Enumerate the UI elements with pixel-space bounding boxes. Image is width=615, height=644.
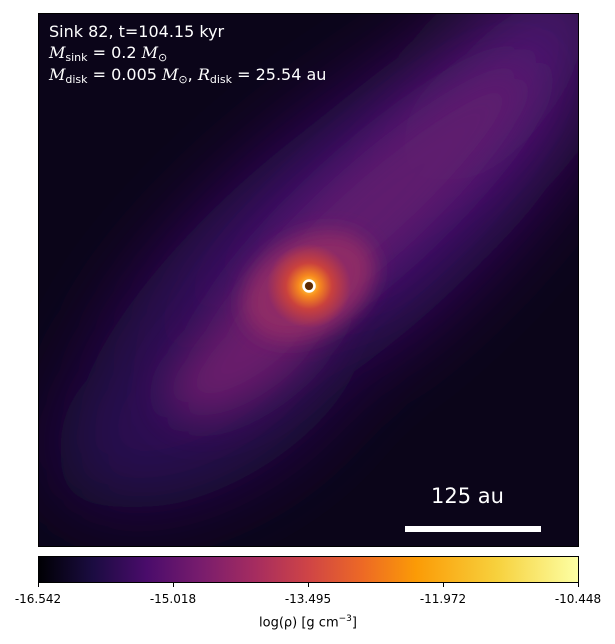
- scale-bar-label: 125 au: [431, 484, 504, 508]
- sink-mass-line: Msink = 0.2 M⊙: [49, 43, 168, 64]
- colorbar-tick-label: -10.448: [554, 592, 602, 606]
- title-line: Sink 82, t=104.15 kyr: [49, 22, 225, 41]
- colorbar-tick: [308, 583, 309, 587]
- colorbar-tick: [173, 583, 174, 587]
- disk-line: Mdisk = 0.005 M⊙, Rdisk = 25.54 au: [49, 65, 327, 86]
- colorbar-label: log(ρ) [g cm−3]: [259, 614, 357, 631]
- colorbar-tick-label: -13.495: [284, 592, 332, 606]
- sink-marker: [302, 279, 316, 293]
- sink-marker-core: [305, 282, 313, 290]
- colorbar-tick: [443, 583, 444, 587]
- colorbar-tick: [578, 583, 579, 587]
- colorbar: [38, 556, 579, 583]
- colorbar-tick-label: -11.972: [419, 592, 467, 606]
- density-map: Sink 82, t=104.15 kyr Msink = 0.2 M⊙ Mdi…: [38, 13, 579, 547]
- scale-bar: [405, 526, 541, 532]
- colorbar-tick: [38, 583, 39, 587]
- colorbar-tick-label: -16.542: [14, 592, 62, 606]
- density-image: [39, 14, 578, 546]
- colorbar-tick-label: -15.018: [149, 592, 197, 606]
